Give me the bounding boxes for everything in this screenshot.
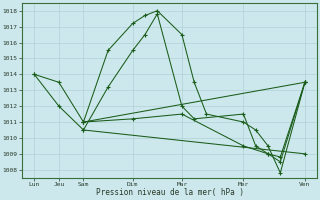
X-axis label: Pression niveau de la mer( hPa ): Pression niveau de la mer( hPa ) <box>96 188 244 197</box>
